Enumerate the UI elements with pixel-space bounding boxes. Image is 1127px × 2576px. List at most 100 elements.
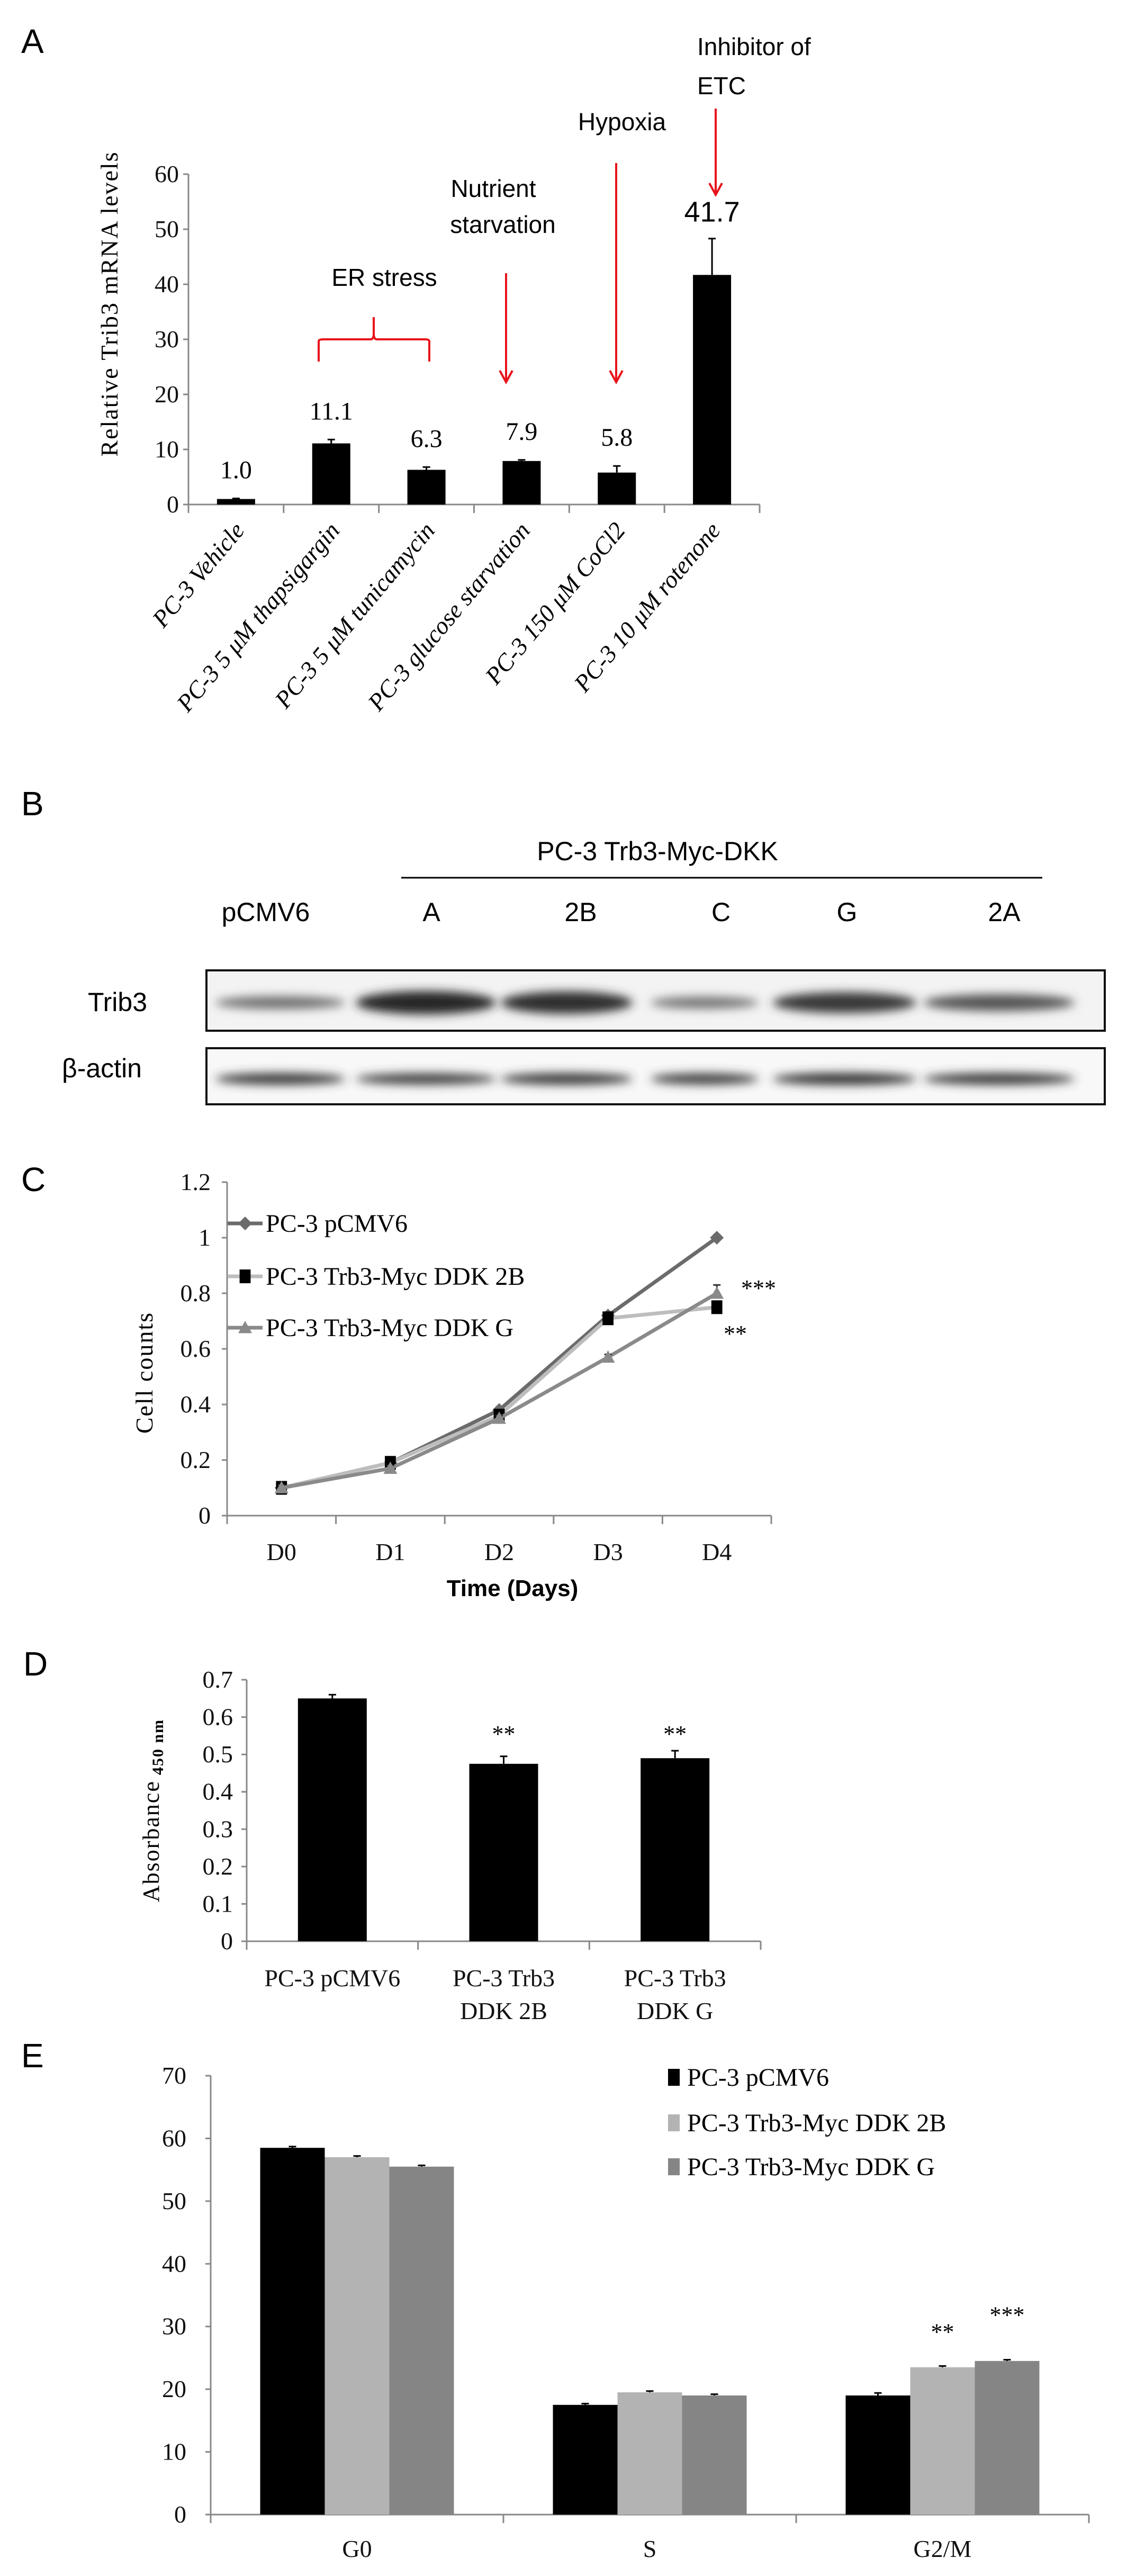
- legend-item: PC-3 Trb3-Myc DDK 2B: [668, 2109, 946, 2137]
- y-tick-label: 0.7: [203, 1666, 233, 1693]
- blot-band: [356, 1073, 496, 1085]
- blot-lane-label: pCMV6: [222, 897, 310, 927]
- blot-band: [356, 991, 496, 1014]
- blot-lane-label: 2A: [988, 897, 1021, 927]
- panel-letter-b: B: [21, 785, 44, 823]
- x-tick-label: G0: [342, 2535, 372, 2562]
- bar: [845, 2395, 910, 2515]
- x-tick-label: PC-3 Trb3: [624, 1965, 726, 1992]
- x-tick-label: D3: [593, 1538, 623, 1565]
- significance-marker: **: [724, 1321, 747, 1347]
- y-tick-label: 0: [199, 1502, 211, 1529]
- data-label: 7.9: [506, 418, 537, 446]
- data-label: 5.8: [601, 424, 633, 452]
- y-axis-label: Relative Trib3 mRNA levels: [96, 151, 123, 456]
- chart-e: 0 10 20 30 40 50 60 70 G0 S G2/M PC-3 pCMV6 ** PC-3 T…: [162, 2062, 1090, 2562]
- blot-band: [215, 1073, 345, 1085]
- bar-series: [260, 2146, 910, 2515]
- bar: [260, 2148, 325, 2515]
- marker-triangle: [274, 1481, 288, 1493]
- y-tick-label: 0.4: [181, 1391, 211, 1418]
- blot-lane-label: A: [422, 897, 440, 927]
- data-label: 6.3: [411, 425, 443, 453]
- bar: [553, 2404, 618, 2515]
- significance-marker: **: [931, 2319, 954, 2345]
- x-tick-label: PC-3 glucose starvation: [362, 517, 535, 716]
- panel-d: D 0 0.1 0.2 0.3 0.4 0.5 0.6 0.7 Absorbance 450 nm…: [23, 1645, 762, 2024]
- legend-swatch: [668, 2114, 680, 2131]
- blot-lane-label: 2B: [564, 897, 597, 927]
- legend-label: PC-3 Trb3-Myc DDK 2B: [687, 2109, 946, 2137]
- marker-triangle: [710, 1286, 724, 1299]
- blot-lane-label: C: [711, 897, 731, 927]
- y-axis-label: Absorbance 450 nm: [138, 1719, 167, 1902]
- bar-series: **: [324, 2155, 975, 2515]
- x-tick-label: PC-3 5 μM thapsigargin: [171, 517, 345, 717]
- x-tick-label: D2: [484, 1538, 514, 1565]
- series-line: [274, 1284, 724, 1493]
- x-axis-label: Time (Days): [447, 1575, 579, 1601]
- y-tick-label: 0.2: [181, 1446, 211, 1473]
- blot-band: [924, 1073, 1075, 1085]
- blot-row-label: β-actin: [62, 1053, 142, 1083]
- y-tick-label: 0.5: [203, 1741, 233, 1768]
- y-tick-label: 60: [155, 160, 179, 187]
- arrow-down-icon: [708, 109, 723, 197]
- bar: [312, 443, 350, 505]
- panel-letter-e: E: [21, 2037, 44, 2075]
- y-tick-label: 0.2: [203, 1853, 233, 1880]
- x-tick-label: DDK G: [637, 1997, 713, 2024]
- marker-triangle: [383, 1461, 398, 1474]
- marker-diamond: [710, 1231, 724, 1245]
- x-tick-label: S: [643, 2535, 657, 2562]
- bar: [217, 499, 255, 505]
- blot-band: [215, 996, 345, 1010]
- legend-swatch: [668, 2069, 680, 2086]
- significance-marker: ***: [990, 2302, 1025, 2328]
- legend-item: PC-3 Trb3-Myc DDK G: [228, 1314, 513, 1342]
- marker-triangle: [601, 1350, 615, 1363]
- etc-label-line1: Inhibitor of: [697, 33, 811, 60]
- y-tick-label: 10: [155, 436, 179, 463]
- actin-blot-bands: [215, 1073, 1075, 1085]
- x-tick-label: G2/M: [914, 2535, 972, 2562]
- significance-marker: **: [663, 1721, 687, 1747]
- y-tick-label: 60: [162, 2124, 186, 2151]
- marker-diamond: [238, 1217, 252, 1230]
- marker-triangle: [238, 1321, 252, 1334]
- y-tick-label: 30: [162, 2313, 186, 2340]
- x-tick-label: PC-3 pCMV6: [264, 1965, 400, 1992]
- etc-label-line2: ETC: [697, 72, 746, 100]
- y-tick-label: 0.6: [181, 1335, 211, 1362]
- er-stress-label: ER stress: [331, 264, 437, 291]
- bar: [502, 461, 541, 505]
- data-label: 41.7: [684, 196, 740, 228]
- blot-band: [773, 1073, 916, 1085]
- marker-triangle: [492, 1411, 506, 1424]
- data-label: 1.0: [220, 456, 252, 484]
- legend-label: PC-3 pCMV6: [266, 1210, 408, 1238]
- y-tick-label: 0.8: [181, 1280, 211, 1307]
- blot-lane-label: G: [837, 897, 858, 927]
- bar-series: ***: [389, 2164, 1040, 2515]
- legend-item: PC-3 Trb3-Myc DDK 2B: [228, 1263, 525, 1291]
- y-tick-label: 0: [221, 1928, 233, 1954]
- y-tick-label: 1: [199, 1224, 211, 1251]
- legend-swatch: [668, 2158, 680, 2175]
- hypoxia-label: Hypoxia: [578, 108, 666, 136]
- chart-c: 0 0.2 0.4 0.6 0.8 1 1.2 D0 D1 D2 D3 D4 Time (Days) Ce…: [131, 1168, 776, 1601]
- y-tick-label: 0.3: [203, 1815, 233, 1842]
- y-tick-label: 10: [162, 2438, 186, 2465]
- x-tick-label: PC-3 5 μM tunicamycin: [269, 517, 440, 714]
- significance-marker: ***: [741, 1275, 776, 1301]
- y-tick-label: 70: [162, 2062, 186, 2089]
- panel-b: B PC-3 Trb3-Myc-DKK pCMV6 A 2B C G 2A Trib3 β…: [21, 785, 1106, 1105]
- significance-marker: **: [492, 1721, 516, 1747]
- blot-group-label: PC-3 Trb3-Myc-DKK: [537, 836, 778, 866]
- nutrient-label-line1: Nutrient: [450, 175, 536, 202]
- y-axis-label: Cell counts: [131, 1312, 158, 1434]
- bar: [693, 275, 732, 505]
- panel-letter-c: C: [21, 1160, 46, 1199]
- trib3-blot-bands: [215, 991, 1075, 1014]
